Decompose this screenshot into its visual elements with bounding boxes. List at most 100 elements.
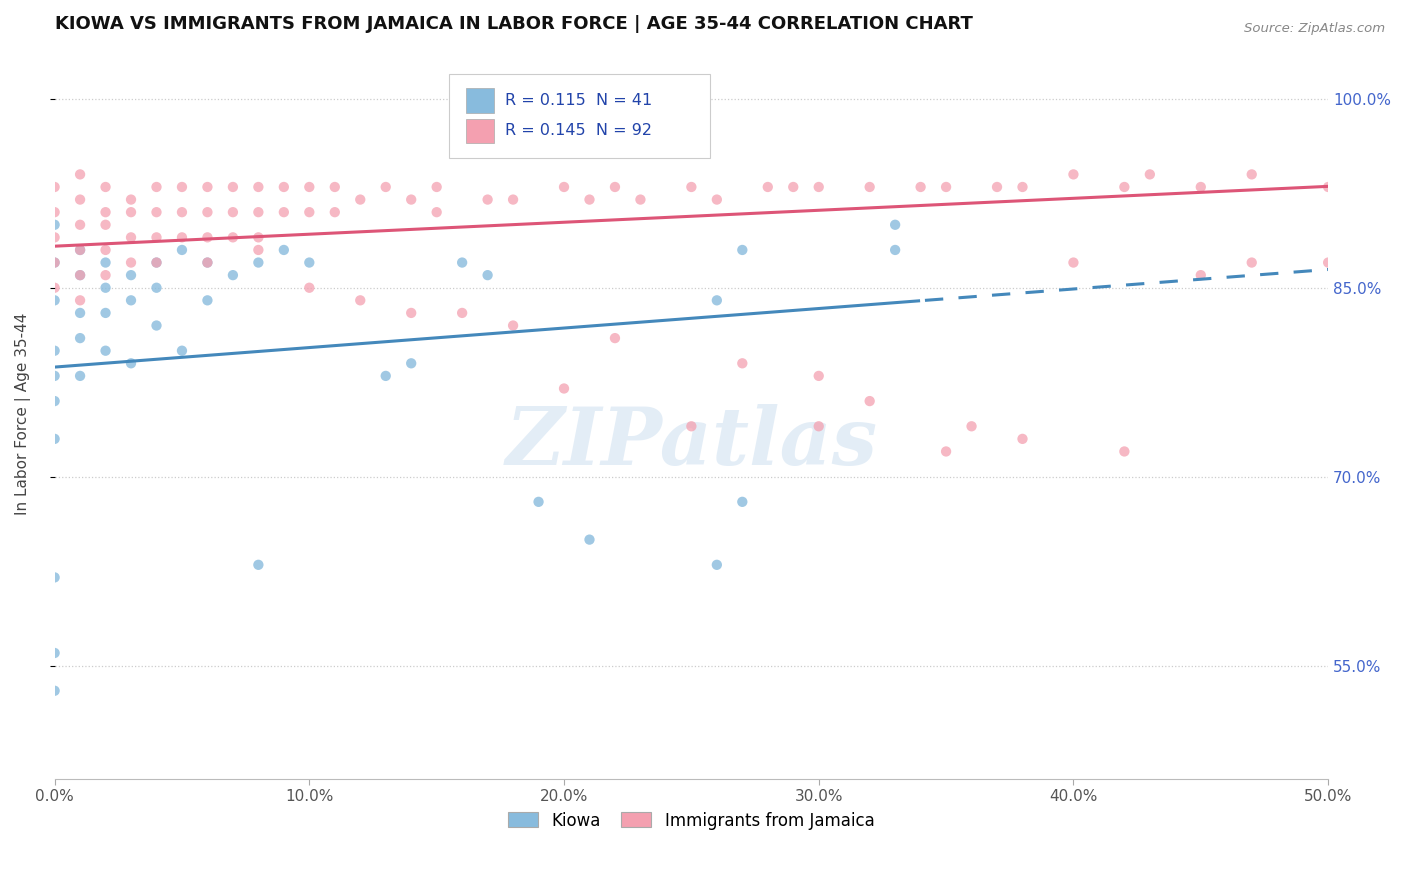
Point [298,205,321,219]
Point [69,293,91,308]
Point [1317,255,1340,269]
Point [69,243,91,257]
Point [94,205,117,219]
Point [170,180,193,194]
Point [731,356,754,370]
Point [782,180,804,194]
Point [69,168,91,182]
Point [44,343,66,358]
Point [298,180,321,194]
Point [94,343,117,358]
Point [145,255,167,269]
Point [1114,444,1136,458]
Point [681,180,703,194]
Point [1011,432,1033,446]
Point [197,293,219,308]
Point [1240,255,1263,269]
Point [477,268,499,282]
Point [120,193,142,207]
Point [630,193,652,207]
Point [578,193,600,207]
Point [120,255,142,269]
Point [706,193,728,207]
Point [247,255,270,269]
Point [69,268,91,282]
Point [374,368,396,383]
Point [349,293,371,308]
Point [807,368,830,383]
Point [451,255,474,269]
Point [222,180,245,194]
Point [477,193,499,207]
Point [170,243,193,257]
Point [1240,168,1263,182]
Point [884,243,907,257]
Point [44,432,66,446]
Point [247,558,270,572]
Point [94,281,117,295]
FancyBboxPatch shape [465,88,494,112]
Point [553,180,575,194]
Point [578,533,600,547]
Point [1189,268,1212,282]
Point [94,306,117,320]
Point [120,356,142,370]
Point [1189,180,1212,194]
Point [1011,180,1033,194]
Point [1139,168,1161,182]
Y-axis label: In Labor Force | Age 35-44: In Labor Force | Age 35-44 [15,312,31,515]
Point [44,205,66,219]
Point [145,180,167,194]
Point [69,243,91,257]
Point [69,368,91,383]
Point [247,243,270,257]
FancyBboxPatch shape [450,74,710,158]
Point [603,180,626,194]
Point [910,180,932,194]
Point [986,180,1008,194]
Point [603,331,626,345]
Point [94,255,117,269]
Point [247,230,270,244]
Point [1062,255,1084,269]
Point [69,218,91,232]
Point [94,243,117,257]
Point [69,306,91,320]
Point [859,180,882,194]
Point [731,243,754,257]
Point [1114,180,1136,194]
Legend: Kiowa, Immigrants from Jamaica: Kiowa, Immigrants from Jamaica [502,805,882,837]
Point [399,193,422,207]
Point [527,495,550,509]
Point [298,255,321,269]
Point [859,394,882,409]
Point [197,230,219,244]
Point [756,180,779,194]
Point [222,205,245,219]
Point [94,218,117,232]
Point [197,205,219,219]
Point [884,218,907,232]
Text: KIOWA VS IMMIGRANTS FROM JAMAICA IN LABOR FORCE | AGE 35-44 CORRELATION CHART: KIOWA VS IMMIGRANTS FROM JAMAICA IN LABO… [55,15,973,33]
Point [222,230,245,244]
Point [170,230,193,244]
Point [44,368,66,383]
Point [145,205,167,219]
Text: Source: ZipAtlas.com: Source: ZipAtlas.com [1244,22,1385,36]
Point [1062,168,1084,182]
Point [399,356,422,370]
Point [399,306,422,320]
Point [44,180,66,194]
Point [451,306,474,320]
Point [44,570,66,584]
Point [69,193,91,207]
Point [44,230,66,244]
Point [120,293,142,308]
Point [145,230,167,244]
Point [44,255,66,269]
Point [44,218,66,232]
Point [502,193,524,207]
Point [247,205,270,219]
Point [298,281,321,295]
Point [960,419,983,434]
